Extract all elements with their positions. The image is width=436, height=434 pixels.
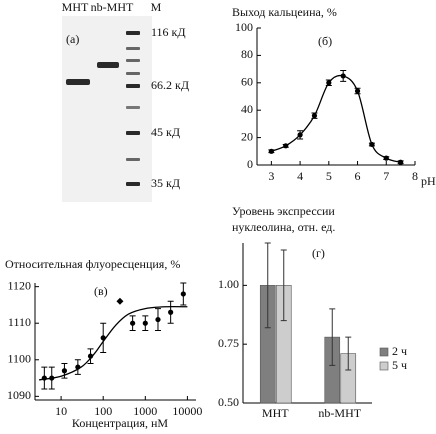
x-tick-label: 6 xyxy=(355,169,361,183)
point xyxy=(130,320,136,326)
y-tick-label: 40 xyxy=(241,102,253,116)
y-tick-label: 1120 xyxy=(7,278,31,292)
line xyxy=(271,74,401,163)
point xyxy=(311,113,318,119)
point xyxy=(383,155,389,161)
panel-label: (в) xyxy=(94,284,108,298)
y-tick-label: 1090 xyxy=(7,388,31,402)
y-tick-label: 80 xyxy=(241,47,253,61)
y-tick-label: 0.75 xyxy=(218,336,239,350)
x-tick-label: 7 xyxy=(383,169,389,183)
x-tick-label: 4 xyxy=(297,169,303,183)
error-bar xyxy=(280,249,287,322)
x-tick-label: 1000 xyxy=(133,404,157,418)
x-tick-label: 8 xyxy=(412,169,418,183)
y-tick-label: 20 xyxy=(241,129,253,143)
point xyxy=(142,320,148,326)
point xyxy=(168,309,174,315)
point xyxy=(398,159,404,165)
point xyxy=(369,141,375,148)
x-tick-label: 10 xyxy=(55,404,67,418)
y-tick-label: 1100 xyxy=(7,352,31,366)
point xyxy=(155,316,161,323)
point xyxy=(326,80,332,86)
point xyxy=(116,297,124,305)
point xyxy=(268,148,274,154)
y-tick-label: 100 xyxy=(235,20,253,34)
point xyxy=(283,143,289,149)
panel-label: (г) xyxy=(312,246,325,260)
x-tick-label: МНТ xyxy=(262,406,289,420)
panel-label: (б) xyxy=(318,34,332,48)
panel-label: (а) xyxy=(66,32,79,46)
chart-title: Выход кальцеина, % xyxy=(232,5,337,19)
chart-title: Уровень экспрессии xyxy=(232,204,335,218)
chart-title: нуклеолина, отн. ед. xyxy=(232,220,335,234)
point xyxy=(61,368,68,374)
x-tick-label: nb-МНТ xyxy=(318,406,361,420)
y-tick-label: 60 xyxy=(241,75,253,89)
point xyxy=(340,73,346,79)
y-tick-label: 1.00 xyxy=(218,277,239,291)
marker-label: 66.2 кД xyxy=(151,78,189,92)
lane-label: nb-МНТ xyxy=(91,0,134,14)
x-tick-label: 10000 xyxy=(172,404,202,418)
marker-label: 35 кД xyxy=(151,176,180,190)
error-bar xyxy=(345,336,352,371)
point xyxy=(180,291,186,297)
x-tick-label: 100 xyxy=(94,404,112,418)
chart-title: Относительная флуоресценция, % xyxy=(5,257,180,271)
x-tick-label: 5 xyxy=(326,169,332,183)
y-tick-label: 0 xyxy=(247,157,253,171)
lane-label: МНТ xyxy=(62,0,89,14)
legend-swatch xyxy=(379,361,389,371)
marker-label: 116 кД xyxy=(151,25,186,39)
lane-label: М xyxy=(151,0,162,14)
fit-line xyxy=(38,305,188,381)
error-bar xyxy=(329,308,336,366)
y-tick-label: 1110 xyxy=(8,315,31,329)
error-bar xyxy=(264,242,271,329)
legend-swatch xyxy=(379,347,389,357)
x-axis-label: pH xyxy=(421,174,436,188)
x-tick-label: 3 xyxy=(268,169,274,183)
y-tick-label: 0.50 xyxy=(218,395,239,409)
marker-label: 45 кД xyxy=(151,125,180,139)
legend-label: 5 ч xyxy=(392,358,407,372)
gel-bands xyxy=(66,31,140,186)
x-axis-label: Концентрация, нМ xyxy=(72,416,169,430)
point xyxy=(354,88,361,94)
point xyxy=(297,132,303,138)
legend-label: 2 ч xyxy=(392,344,407,358)
